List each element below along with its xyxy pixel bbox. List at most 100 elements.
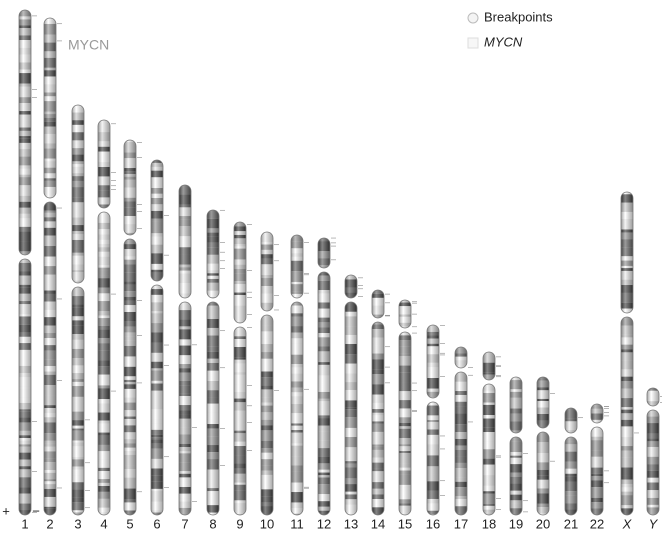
chromosome <box>483 352 501 520</box>
chromosome-label: 17 <box>454 516 468 531</box>
shading <box>399 332 411 515</box>
legend-circle <box>468 13 478 23</box>
arm <box>455 372 467 520</box>
arm <box>345 302 357 515</box>
shading <box>427 325 439 398</box>
arm <box>19 259 31 519</box>
chromosome-label: 6 <box>153 516 160 531</box>
shading <box>427 402 439 515</box>
shading <box>345 275 357 298</box>
arm <box>647 410 659 522</box>
chromosome <box>372 290 390 518</box>
arm <box>565 408 577 439</box>
chromosome <box>345 275 363 515</box>
arm <box>591 427 603 515</box>
arm <box>565 437 577 516</box>
chromosome-label: 19 <box>509 516 523 531</box>
chromosome <box>591 404 609 515</box>
shading <box>98 212 110 515</box>
chromosome <box>72 105 90 517</box>
chromosome-label: 7 <box>181 516 188 531</box>
shading <box>179 302 191 515</box>
shading <box>72 105 84 283</box>
shading <box>207 302 219 515</box>
shading <box>455 347 467 368</box>
shading <box>345 302 357 515</box>
legend-square <box>468 38 478 48</box>
chromosome <box>565 408 583 516</box>
arm <box>72 287 84 517</box>
shading <box>565 408 577 433</box>
arm <box>291 235 303 303</box>
shading <box>72 287 84 515</box>
arm <box>179 302 191 518</box>
shading <box>621 317 633 515</box>
shading <box>455 372 467 515</box>
arm <box>537 432 549 522</box>
chromosomes <box>19 10 662 524</box>
shading <box>565 437 577 515</box>
arm <box>318 272 330 517</box>
shading <box>621 192 633 313</box>
arm <box>372 290 384 324</box>
shading <box>483 384 495 515</box>
chromosome-label: 21 <box>564 516 578 531</box>
shading <box>510 377 522 433</box>
arm <box>621 192 633 319</box>
chromosome <box>455 347 473 520</box>
chromosome <box>621 192 639 519</box>
chromosome-label: 15 <box>398 516 412 531</box>
shading <box>234 222 246 323</box>
shading <box>44 18 56 198</box>
strand-label: − <box>32 503 40 518</box>
arm <box>207 210 219 301</box>
shading <box>151 160 163 281</box>
shading <box>647 388 659 406</box>
arm <box>98 120 110 214</box>
arm <box>399 332 411 517</box>
arm <box>291 302 303 522</box>
chromosome-label: 22 <box>590 516 604 531</box>
chromosome <box>510 377 528 515</box>
shading <box>399 300 411 328</box>
arm <box>124 140 136 243</box>
shading <box>291 302 303 515</box>
arm <box>427 325 439 403</box>
shading <box>19 259 31 515</box>
arm <box>261 315 273 515</box>
shading <box>318 272 330 515</box>
chromosome-label: 8 <box>209 516 216 531</box>
arm <box>179 185 191 298</box>
chromosome-label: 13 <box>344 516 358 531</box>
shading <box>124 239 136 515</box>
arm <box>510 437 522 515</box>
chromosome-label: 9 <box>236 516 243 531</box>
arm <box>124 239 136 520</box>
chromosome-label: 1 <box>21 516 28 531</box>
arm <box>372 322 384 518</box>
strand-label: + <box>2 503 10 518</box>
shading <box>207 210 219 298</box>
shading <box>537 432 549 515</box>
arm <box>19 10 31 260</box>
chromosome <box>151 160 169 521</box>
chromosome <box>261 232 279 515</box>
shading <box>647 410 659 515</box>
shading <box>318 238 330 268</box>
shading <box>372 290 384 318</box>
shading <box>483 352 495 380</box>
shading <box>151 285 163 515</box>
karyogram: MYCN Breakpoints MYCN + − 12345678910111… <box>0 0 662 532</box>
chromosome <box>207 210 225 518</box>
arm <box>151 285 163 521</box>
chromosome <box>179 185 197 518</box>
mycn-annotation: MYCN <box>68 37 109 53</box>
chromosome-label: 12 <box>317 516 331 531</box>
chromosome <box>647 388 662 522</box>
shading <box>234 327 246 515</box>
arm <box>151 160 163 283</box>
legend-label: Breakpoints <box>484 9 553 24</box>
shading <box>44 202 56 515</box>
chromosome-label: 2 <box>46 516 53 531</box>
arm <box>234 222 246 333</box>
